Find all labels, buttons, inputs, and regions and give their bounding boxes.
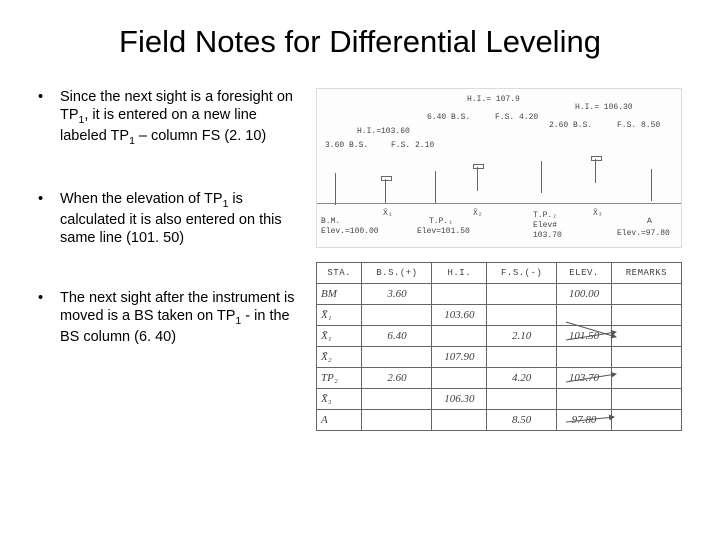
bullet-list: •Since the next sight is a foresight on … (38, 88, 298, 346)
bullet-dot: • (38, 190, 60, 247)
diagram-label: H.I.= 106.30 (575, 103, 633, 112)
instrument-icon (595, 159, 596, 183)
diagram-label: F.S. 4.20 (495, 113, 538, 122)
diagram-label: X̄₃ (593, 209, 603, 218)
arrow-line (566, 417, 614, 422)
rod-icon (335, 173, 336, 205)
diagram-label: X̄₂ (473, 209, 483, 218)
diagram-label: Elev.=97.80 (617, 229, 670, 238)
field-notes-table-area: STA.B.S.(+)H.I.F.S.(-)ELEV.REMARKSBM3.60… (316, 262, 682, 442)
figure-panel: H.I.= 107.9 6.40 B.S. F.S. 4.20 H.I.= 106.3… (316, 88, 682, 442)
diagram-label: F.S. 8.50 (617, 121, 660, 130)
bullet-dot: • (38, 289, 60, 346)
arrow-line (566, 332, 616, 340)
page-title: Field Notes for Differential Leveling (38, 24, 682, 60)
leveling-diagram: H.I.= 107.9 6.40 B.S. F.S. 4.20 H.I.= 106.3… (316, 88, 682, 248)
rod-icon (541, 161, 542, 193)
table-arrows (316, 262, 682, 442)
bullet-dot: • (38, 88, 60, 148)
bullet-item: •Since the next sight is a foresight on … (38, 88, 298, 148)
diagram-label: 103.70 (533, 231, 562, 240)
arrow-line (566, 322, 616, 337)
diagram-label: Elev=101.50 (417, 227, 470, 236)
diagram-label: F.S. 2.10 (391, 141, 434, 150)
diagram-label: H.I.=103.60 (357, 127, 410, 136)
arrow-line (566, 374, 616, 382)
bullet-panel: •Since the next sight is a foresight on … (38, 88, 298, 442)
diagram-label: 3.60 B.S. (325, 141, 368, 150)
diagram-label: A (647, 217, 652, 226)
diagram-label: Elev.=100.00 (321, 227, 379, 236)
diagram-label: T.P.₂ (533, 211, 557, 220)
rod-icon (435, 171, 436, 203)
diagram-label: T.P.₁ (429, 217, 453, 226)
bullet-item: •The next sight after the instrument is … (38, 289, 298, 346)
instrument-icon (385, 179, 386, 203)
bullet-item: •When the elevation of TP1 is calculated… (38, 190, 298, 247)
diagram-label: 6.40 B.S. (427, 113, 470, 122)
rod-icon (651, 169, 652, 201)
diagram-label: Elev# (533, 221, 557, 230)
ground-line (317, 203, 681, 204)
diagram-label: X̄₁ (383, 209, 393, 218)
instrument-icon (477, 167, 478, 191)
content-area: •Since the next sight is a foresight on … (38, 88, 682, 442)
diagram-label: 2.60 B.S. (549, 121, 592, 130)
bullet-text: When the elevation of TP1 is calculated … (60, 190, 298, 247)
bullet-text: The next sight after the instrument is m… (60, 289, 298, 346)
bullet-text: Since the next sight is a foresight on T… (60, 88, 298, 148)
diagram-label: H.I.= 107.9 (467, 95, 520, 104)
diagram-label: B.M. (321, 217, 340, 226)
